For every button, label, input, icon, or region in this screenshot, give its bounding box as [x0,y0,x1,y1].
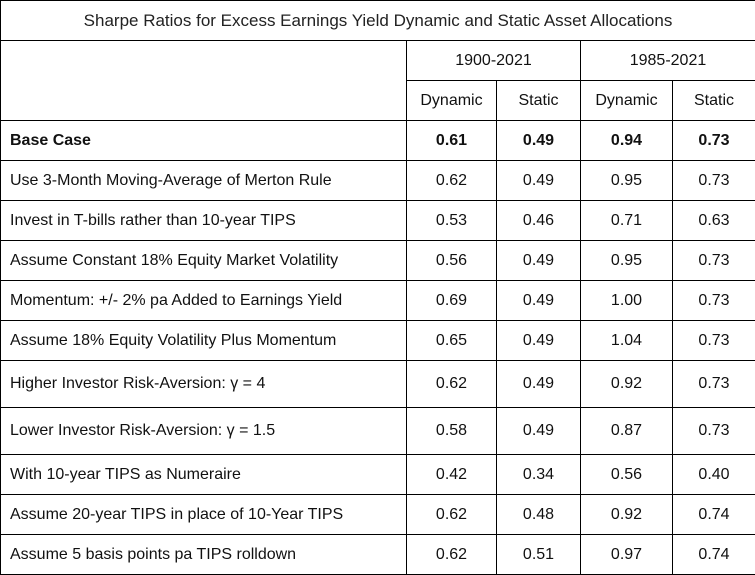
value-cell: 0.74 [673,535,755,575]
column-header: Dynamic [581,81,673,121]
table-row: With 10-year TIPS as Numeraire 0.42 0.34… [1,455,755,495]
value-cell: 0.95 [581,161,673,201]
period-header-row: 1900-2021 1985-2021 [1,41,755,81]
row-label: Assume Constant 18% Equity Market Volati… [1,241,407,281]
period-header: 1900-2021 [407,41,581,81]
column-header: Dynamic [407,81,497,121]
row-label: Invest in T-bills rather than 10-year TI… [1,201,407,241]
row-label: Lower Investor Risk-Aversion: γ = 1.5 [1,408,407,455]
row-label: Momentum: +/- 2% pa Added to Earnings Yi… [1,281,407,321]
value-cell: 0.49 [497,281,581,321]
value-cell: 0.73 [673,321,755,361]
row-label: With 10-year TIPS as Numeraire [1,455,407,495]
table-row: Momentum: +/- 2% pa Added to Earnings Yi… [1,281,755,321]
value-cell: 0.74 [673,495,755,535]
value-cell: 0.48 [497,495,581,535]
column-header: Static [673,81,755,121]
row-label: Higher Investor Risk-Aversion: γ = 4 [1,361,407,408]
table-row: Base Case 0.61 0.49 0.94 0.73 [1,121,755,161]
value-cell: 0.73 [673,161,755,201]
value-cell: 0.95 [581,241,673,281]
value-cell: 0.49 [497,161,581,201]
row-label: Assume 20-year TIPS in place of 10-Year … [1,495,407,535]
value-cell: 0.62 [407,495,497,535]
value-cell: 0.71 [581,201,673,241]
value-cell: 0.42 [407,455,497,495]
value-cell: 0.63 [673,201,755,241]
value-cell: 0.56 [581,455,673,495]
value-cell: 0.49 [497,408,581,455]
value-cell: 0.92 [581,361,673,408]
table-row: Lower Investor Risk-Aversion: γ = 1.5 0.… [1,408,755,455]
value-cell: 0.56 [407,241,497,281]
value-cell: 0.61 [407,121,497,161]
header-blank-cell [1,41,407,121]
table-row: Assume 20-year TIPS in place of 10-Year … [1,495,755,535]
value-cell: 1.04 [581,321,673,361]
period-header: 1985-2021 [581,41,755,81]
value-cell: 0.73 [673,408,755,455]
value-cell: 0.51 [497,535,581,575]
value-cell: 0.87 [581,408,673,455]
table-row: Assume Constant 18% Equity Market Volati… [1,241,755,281]
value-cell: 0.49 [497,241,581,281]
value-cell: 0.46 [497,201,581,241]
row-label: Base Case [1,121,407,161]
title-row: Sharpe Ratios for Excess Earnings Yield … [1,1,755,41]
table-row: Use 3-Month Moving-Average of Merton Rul… [1,161,755,201]
value-cell: 0.49 [497,321,581,361]
value-cell: 0.58 [407,408,497,455]
table-title: Sharpe Ratios for Excess Earnings Yield … [1,1,755,41]
column-header: Static [497,81,581,121]
value-cell: 0.97 [581,535,673,575]
row-label: Use 3-Month Moving-Average of Merton Rul… [1,161,407,201]
table-row: Assume 18% Equity Volatility Plus Moment… [1,321,755,361]
value-cell: 0.65 [407,321,497,361]
value-cell: 1.00 [581,281,673,321]
value-cell: 0.40 [673,455,755,495]
value-cell: 0.94 [581,121,673,161]
value-cell: 0.53 [407,201,497,241]
value-cell: 0.73 [673,361,755,408]
value-cell: 0.62 [407,535,497,575]
value-cell: 0.73 [673,241,755,281]
value-cell: 0.49 [497,121,581,161]
value-cell: 0.34 [497,455,581,495]
table-row: Higher Investor Risk-Aversion: γ = 4 0.6… [1,361,755,408]
value-cell: 0.69 [407,281,497,321]
value-cell: 0.73 [673,121,755,161]
value-cell: 0.49 [497,361,581,408]
value-cell: 0.92 [581,495,673,535]
table-row: Assume 5 basis points pa TIPS rolldown 0… [1,535,755,575]
value-cell: 0.62 [407,361,497,408]
row-label: Assume 18% Equity Volatility Plus Moment… [1,321,407,361]
table-row: Invest in T-bills rather than 10-year TI… [1,201,755,241]
value-cell: 0.73 [673,281,755,321]
value-cell: 0.62 [407,161,497,201]
row-label: Assume 5 basis points pa TIPS rolldown [1,535,407,575]
